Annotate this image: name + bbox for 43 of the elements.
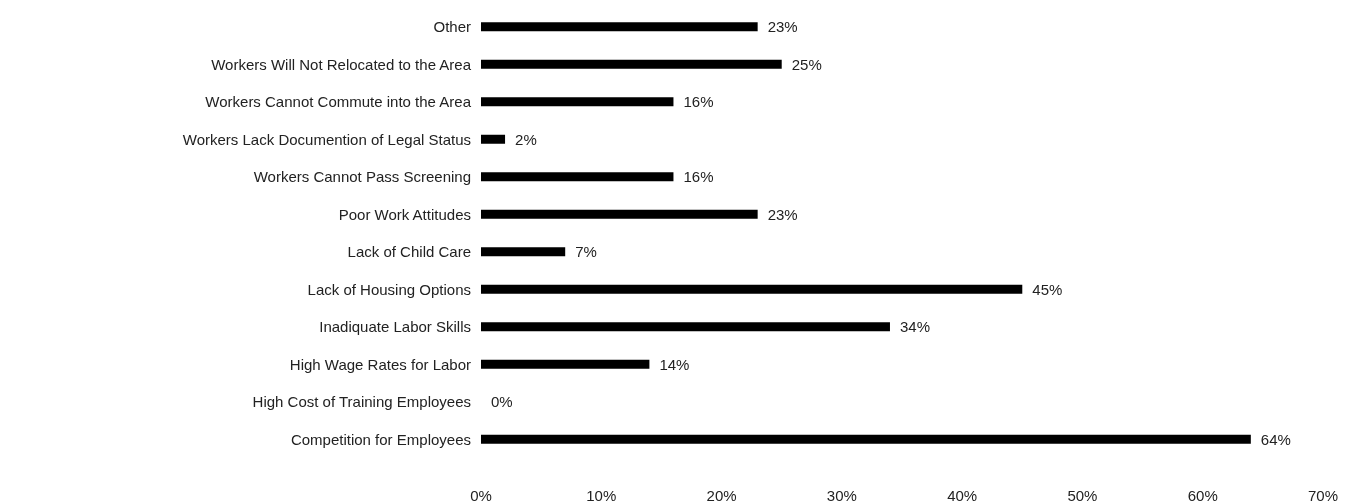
x-tick-label: 30% [826, 487, 857, 503]
x-tick-label: 40% [947, 487, 978, 503]
data-label: 34% [899, 318, 930, 336]
x-tick-label: 0% [470, 487, 492, 503]
y-tick-label: Workers Lack Documention of Legal Status [182, 130, 471, 148]
y-tick-label: High Cost of Training Employees [252, 393, 471, 411]
y-tick-label: Workers Cannot Commute into the Area [205, 93, 472, 111]
bar [481, 359, 650, 369]
data-label: 23% [767, 205, 798, 223]
bar [481, 434, 1251, 444]
y-tick-label: Workers Cannot Pass Screening [253, 168, 471, 186]
data-label: 14% [659, 355, 690, 373]
y-tick-label: Poor Work Attitudes [338, 205, 471, 223]
data-label: 16% [683, 168, 714, 186]
bar [481, 322, 890, 332]
y-tick-label: Lack of Housing Options [307, 280, 471, 298]
y-tick-label: Inadiquate Labor Skills [319, 318, 471, 336]
x-tick-label: 20% [706, 487, 737, 503]
data-label: 16% [683, 93, 714, 111]
data-label: 23% [767, 18, 798, 36]
data-label: 7% [575, 243, 597, 261]
bar [481, 134, 506, 144]
bar [481, 22, 758, 32]
bar [481, 172, 674, 182]
y-tick-label: Competition for Employees [290, 430, 471, 448]
bar [481, 209, 758, 219]
data-label: 25% [791, 55, 822, 73]
data-label: 2% [515, 130, 537, 148]
x-tick-label: 50% [1067, 487, 1098, 503]
y-tick-label: High Wage Rates for Labor [289, 355, 471, 373]
data-label: 0% [491, 393, 513, 411]
y-tick-label: Other [433, 18, 471, 36]
x-tick-label: 70% [1307, 487, 1339, 503]
bar [481, 284, 1023, 294]
y-tick-label: Workers Will Not Relocated to the Area [211, 55, 472, 73]
bar [481, 59, 782, 69]
x-tick-label: 10% [586, 487, 617, 503]
data-label: 45% [1032, 280, 1063, 298]
data-label: 64% [1260, 430, 1291, 448]
y-tick-label: Lack of Child Care [347, 243, 471, 261]
bar [481, 97, 674, 107]
x-tick-label: 60% [1187, 487, 1218, 503]
bar [481, 247, 566, 257]
